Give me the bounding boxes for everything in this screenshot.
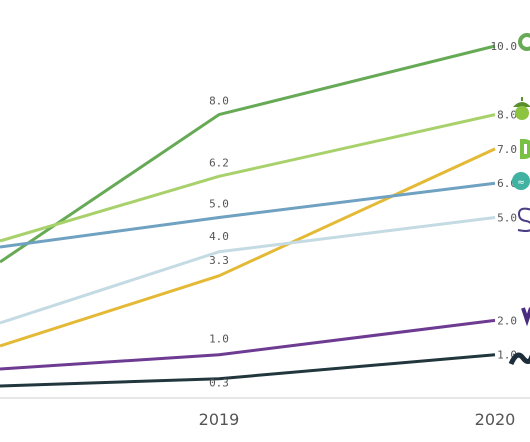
green-ring-logo-icon (518, 33, 530, 51)
data-label-steel-blue-1: 5.0 (209, 198, 229, 211)
x-tick-label-2019: 2019 (199, 410, 240, 429)
series-line-purple (0, 318, 496, 371)
teal-circle-logo-icon: ≈ (512, 172, 530, 190)
series-line-dark-green (0, 44, 496, 264)
data-label-pale-blue-2: 5.0 (497, 212, 517, 225)
data-label-gold-1: 3.3 (209, 254, 229, 267)
data-label-pale-blue-1: 4.0 (209, 230, 229, 243)
acorn-logo-icon (513, 97, 530, 120)
data-label-dark-slate-1: 0.3 (209, 377, 229, 390)
series-line-gold (0, 147, 496, 348)
data-label-gold-2: 7.0 (497, 143, 517, 156)
series-line-pale-blue (0, 216, 496, 325)
series-layer (0, 44, 496, 388)
x-tick-layer: 2019 2020 (199, 410, 516, 429)
data-label-dark-green-1: 8.0 (209, 95, 229, 108)
purple-s-logo-icon (517, 207, 530, 232)
value-label-layer: 8.010.06.28.03.37.05.06.04.05.01.02.00.3… (209, 40, 517, 390)
x-tick-label-2020: 2020 (475, 410, 516, 429)
green-d-logo-icon (520, 139, 530, 159)
purple-v-logo-icon (521, 307, 530, 327)
series-line-dark-slate (0, 353, 496, 388)
data-label-purple-1: 1.0 (209, 333, 229, 346)
data-label-light-green-2: 8.0 (497, 109, 517, 122)
data-label-purple-2: 2.0 (497, 314, 517, 327)
series-line-steel-blue (0, 181, 496, 249)
data-label-light-green-1: 6.2 (209, 156, 229, 169)
svg-text:≈: ≈ (517, 178, 525, 188)
dark-wave-logo-icon (508, 352, 530, 366)
data-label-dark-green-2: 10.0 (491, 40, 518, 53)
series-line-light-green (0, 113, 496, 243)
